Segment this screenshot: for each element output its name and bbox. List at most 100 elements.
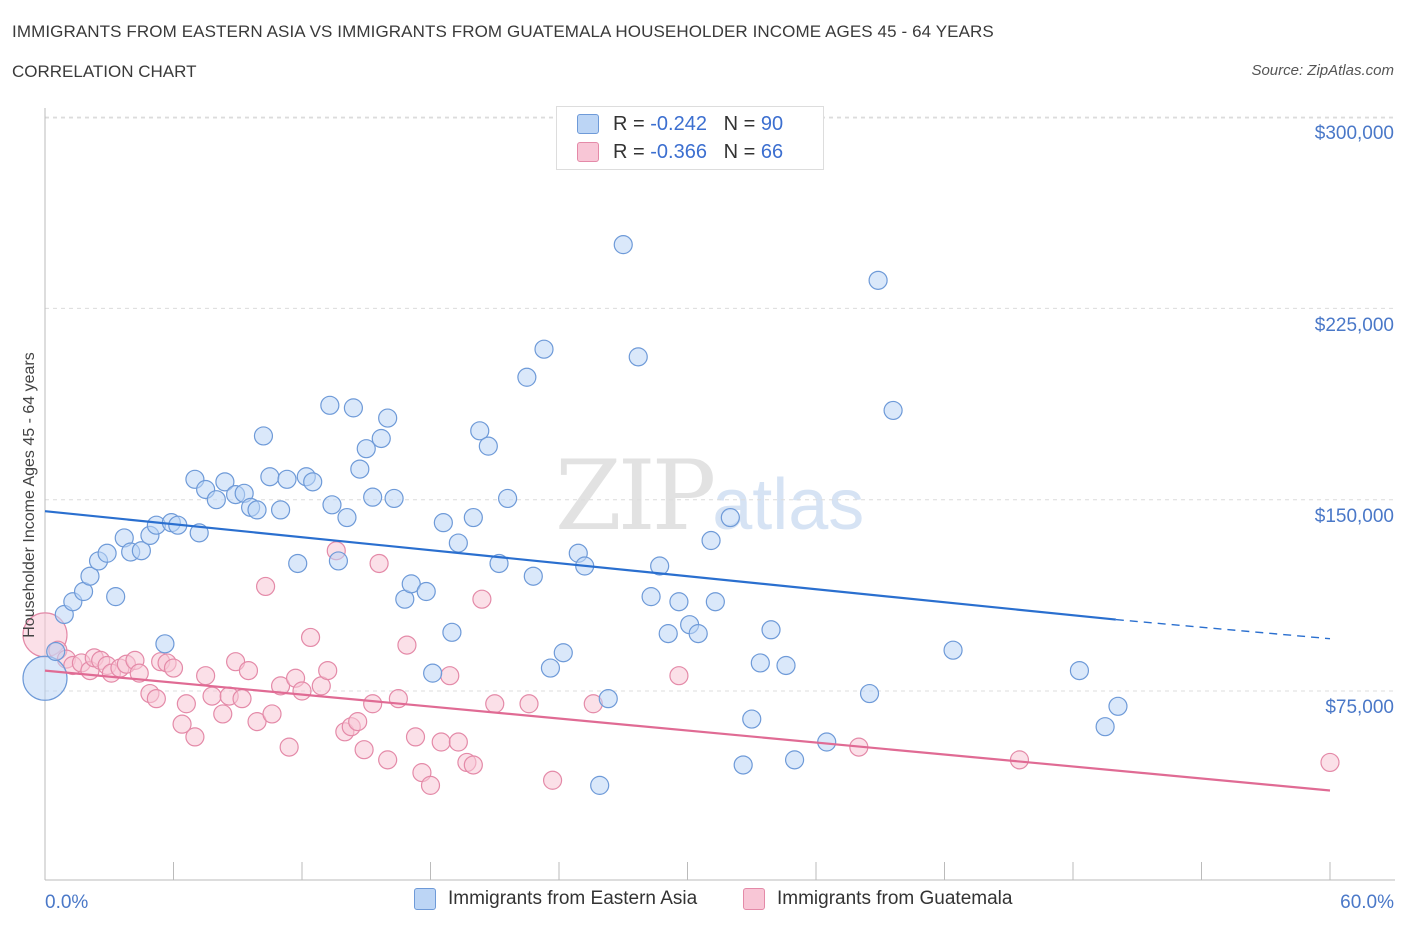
trendline-guatemala — [44, 669, 1331, 792]
legend-n-label: N = — [723, 112, 756, 135]
data-point-eastern-asia — [277, 469, 297, 489]
data-point-eastern-asia — [883, 400, 903, 421]
data-point-eastern-asia — [322, 495, 342, 515]
data-point-eastern-asia — [378, 408, 398, 428]
data-point-guatemala — [669, 666, 689, 686]
data-point-eastern-asia — [517, 367, 537, 387]
data-point-guatemala — [238, 660, 259, 681]
legend-n-value: 90 — [760, 112, 784, 135]
legend-swatch-pink — [577, 142, 599, 162]
data-point-guatemala — [542, 770, 563, 790]
data-point-eastern-asia — [363, 487, 383, 507]
data-point-eastern-asia — [433, 513, 453, 533]
data-point-guatemala — [255, 576, 276, 597]
data-point-guatemala — [202, 686, 222, 706]
trendline-extension-eastern-asia — [1115, 618, 1331, 640]
data-point-eastern-asia — [523, 566, 543, 586]
x-tick-max: 60.0% — [1340, 892, 1394, 913]
data-point-guatemala — [348, 712, 368, 732]
data-point-eastern-asia — [303, 472, 323, 492]
data-point-eastern-asia — [356, 439, 376, 459]
data-point-eastern-asia — [384, 488, 404, 509]
legend-item-guatemala[interactable]: Immigrants from Guatemala — [743, 888, 1012, 910]
data-point-eastern-asia — [590, 775, 610, 795]
data-point-guatemala — [279, 737, 299, 757]
data-point-eastern-asia — [343, 398, 363, 418]
data-point-eastern-asia — [46, 641, 66, 662]
data-point-eastern-asia — [1095, 717, 1115, 737]
data-point-eastern-asia — [155, 634, 175, 654]
legend-swatch-blue — [577, 114, 599, 134]
data-point-eastern-asia — [705, 592, 725, 612]
watermark-main: ZIP — [555, 440, 716, 552]
data-point-eastern-asia — [253, 426, 274, 446]
y-tick-150000: $150,000 — [1314, 506, 1394, 527]
data-point-eastern-asia — [215, 472, 235, 492]
data-point-eastern-asia — [416, 581, 436, 602]
data-point-eastern-asia — [1108, 696, 1128, 716]
data-point-guatemala — [172, 714, 192, 734]
data-point-eastern-asia — [337, 507, 357, 528]
x-tick-min: 0.0% — [45, 892, 89, 913]
data-point-eastern-asia — [784, 750, 805, 770]
data-point-eastern-asia — [742, 709, 762, 729]
watermark-accent: atlas — [712, 465, 865, 545]
legend-r-value: -0.366 — [650, 140, 707, 163]
data-point-guatemala — [440, 666, 460, 686]
data-point-guatemala — [420, 775, 441, 795]
data-point-eastern-asia — [943, 640, 963, 660]
data-point-guatemala — [213, 704, 233, 724]
data-point-guatemala — [397, 635, 417, 655]
legend-series-label: Immigrants from Eastern Asia — [448, 888, 698, 909]
legend-swatch-blue — [414, 888, 436, 910]
data-point-eastern-asia — [463, 507, 483, 528]
data-point-guatemala — [363, 694, 383, 714]
data-point-guatemala — [448, 732, 468, 752]
data-point-guatemala — [463, 755, 483, 775]
data-point-eastern-asia — [423, 663, 443, 683]
data-point-eastern-asia — [401, 574, 421, 594]
data-point-eastern-asia — [320, 395, 340, 415]
chart-title: IMMIGRANTS FROM EASTERN ASIA VS IMMIGRAN… — [12, 22, 994, 41]
data-point-eastern-asia — [106, 587, 126, 607]
data-point-eastern-asia — [688, 624, 708, 644]
legend-item-eastern-asia[interactable]: Immigrants from Eastern Asia — [414, 888, 697, 910]
legend-row-guatemala: R = -0.366 N = 66 — [577, 140, 783, 164]
stats-legend: R = -0.242 N = 90 R = -0.366 N = 66 — [556, 106, 824, 170]
data-point-guatemala — [300, 627, 321, 648]
data-point-eastern-asia — [534, 339, 554, 359]
y-tick-300000: $300,000 — [1314, 123, 1394, 144]
data-point-eastern-asia — [350, 459, 370, 479]
data-point-guatemala — [405, 727, 426, 747]
trendline-eastern-asia — [44, 510, 1116, 621]
data-point-eastern-asia — [776, 655, 796, 676]
data-point-eastern-asia — [442, 622, 462, 642]
data-point-eastern-asia — [720, 507, 740, 528]
chart-subtitle: CORRELATION CHART — [12, 62, 197, 81]
data-point-eastern-asia — [750, 653, 770, 673]
data-point-eastern-asia — [658, 624, 678, 644]
data-point-eastern-asia — [650, 556, 670, 576]
data-point-guatemala — [431, 732, 451, 752]
data-point-eastern-asia — [553, 643, 573, 663]
legend-r-label: R = — [613, 112, 645, 135]
data-point-eastern-asia — [641, 587, 661, 607]
data-point-guatemala — [196, 666, 216, 686]
y-tick-75000: $75,000 — [1325, 697, 1394, 718]
data-point-eastern-asia — [701, 530, 721, 551]
legend-r-value: -0.242 — [650, 112, 707, 135]
data-point-eastern-asia — [498, 488, 518, 509]
data-point-eastern-asia — [628, 347, 648, 367]
data-point-eastern-asia — [448, 533, 468, 553]
data-point-eastern-asia — [613, 235, 633, 255]
legend-row-eastern-asia: R = -0.242 N = 90 — [577, 112, 783, 136]
legend-n-label: N = — [723, 140, 756, 163]
data-point-guatemala — [129, 663, 149, 683]
data-point-eastern-asia — [260, 467, 280, 487]
data-point-guatemala — [472, 589, 492, 609]
data-point-eastern-asia — [761, 620, 781, 640]
data-point-eastern-asia — [478, 436, 498, 456]
y-tick-225000: $225,000 — [1314, 315, 1394, 336]
data-point-guatemala — [485, 694, 505, 714]
